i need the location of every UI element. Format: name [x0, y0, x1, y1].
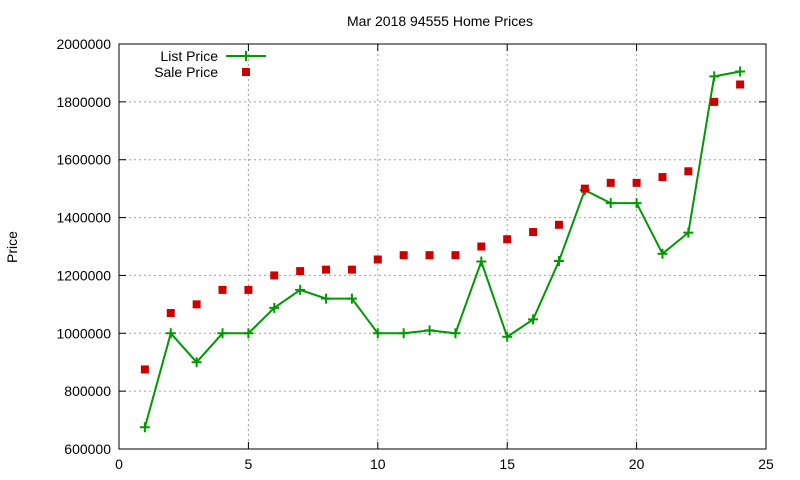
list-price-point: [631, 198, 642, 209]
sale-price-point: [244, 285, 253, 294]
list-price-point: [346, 293, 357, 304]
sale-price-point: [218, 285, 227, 294]
list-price-point: [502, 331, 513, 342]
legend-marker-list-price: [241, 51, 251, 61]
y-tick-label: 1200000: [56, 267, 111, 283]
list-price-point: [657, 248, 668, 259]
sale-price-point: [347, 265, 356, 274]
list-price-point: [553, 255, 564, 266]
sale-price-point: [736, 80, 745, 89]
list-price-line: [143, 70, 741, 428]
list-price-point: [295, 284, 306, 295]
sale-price-point: [554, 220, 563, 229]
list-price-point: [476, 256, 487, 267]
sale-price-point: [710, 97, 719, 106]
list-price-point: [735, 66, 746, 77]
list-price-point: [217, 328, 228, 339]
list-price-point: [709, 71, 720, 82]
list-price-point: [398, 328, 409, 339]
y-tick-label: 1600000: [56, 152, 111, 168]
list-price-point: [139, 422, 150, 433]
list-price-point: [605, 198, 616, 209]
x-tick-label: 20: [629, 456, 645, 472]
sale-price-point: [606, 178, 615, 187]
sale-price-point: [425, 251, 434, 260]
x-tick-label: 10: [370, 456, 386, 472]
sale-price-point: [451, 251, 460, 260]
list-price-point: [243, 328, 254, 339]
list-price-point: [372, 328, 383, 339]
sale-price-point: [529, 228, 538, 237]
grid-layer: [119, 44, 766, 449]
list-price-point: [424, 325, 435, 336]
x-tick-label: 25: [758, 456, 774, 472]
sale-price-point: [322, 265, 331, 274]
sale-price-point: [684, 167, 693, 176]
sale-price-point: [658, 173, 667, 182]
y-tick-label: 1400000: [56, 210, 111, 226]
legend-marker-sale-price: [242, 68, 250, 76]
list-price-point: [450, 328, 461, 339]
list-price-point: [528, 314, 539, 325]
sale-price-point: [632, 178, 641, 187]
x-tick-label: 15: [499, 456, 515, 472]
list-price-point: [321, 293, 332, 304]
y-axis-label: Price: [4, 231, 20, 263]
sale-price-point: [580, 184, 589, 193]
y-tick-label: 800000: [64, 383, 111, 399]
sale-price-point: [503, 235, 512, 244]
list-price-point: [683, 227, 694, 238]
sale-price-point: [373, 255, 382, 264]
y-tick-label: 600000: [64, 441, 111, 457]
x-tick-label: 0: [115, 456, 123, 472]
sale-price-point: [477, 242, 486, 251]
list-price-point: [269, 302, 280, 313]
x-tick-label: 5: [245, 456, 253, 472]
y-tick-label: 1000000: [56, 325, 111, 341]
y-tick-label: 2000000: [56, 36, 111, 52]
sale-price-point: [166, 309, 175, 318]
series-layer: [139, 66, 746, 433]
plot-frame: [118, 43, 767, 450]
sale-price-point: [399, 251, 408, 260]
sale-price-point: [140, 365, 149, 374]
sale-price-point: [192, 300, 201, 309]
sale-price-point: [296, 267, 305, 276]
list-price-point: [191, 357, 202, 368]
list-price-point: [165, 328, 176, 339]
sale-price-point: [270, 271, 279, 280]
legend: List Price Sale Price: [154, 48, 266, 80]
y-tick-label: 1800000: [56, 94, 111, 110]
legend-label-sale-price: Sale Price: [154, 64, 218, 80]
tick-layer: 600000 800000 1000000 1200000 1400000 1600000…: [56, 36, 774, 472]
chart-title: Mar 2018 94555 Home Prices: [347, 13, 533, 29]
legend-label-list-price: List Price: [160, 48, 218, 64]
